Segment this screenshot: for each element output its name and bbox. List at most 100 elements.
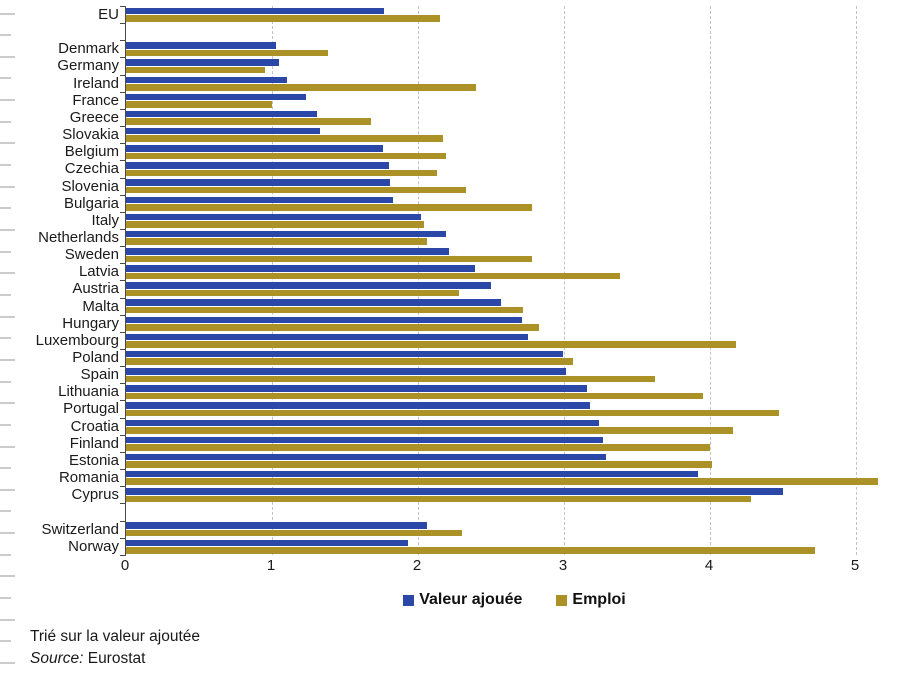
footnote-sort: Trié sur la valeur ajoutée (30, 628, 201, 645)
category-tick (120, 366, 126, 368)
category-label: Malta (82, 297, 119, 315)
category-tick (120, 520, 126, 522)
category-label: Romania (58, 469, 119, 486)
bar-emploi (126, 375, 655, 383)
bar-valeur-ajoutee (126, 145, 383, 152)
bar-valeur-ajoutee (126, 539, 408, 547)
category-tick (120, 469, 126, 470)
source-label: Source: (30, 650, 84, 667)
bar-emploi (126, 238, 427, 245)
edge-ruler-mark (0, 55, 15, 58)
category-tick (120, 451, 126, 453)
category-label: Poland (72, 349, 119, 366)
category-tick (120, 383, 126, 385)
category-label: Sweden (64, 246, 119, 264)
edge-ruler-mark (0, 229, 15, 231)
edge-ruler-mark (0, 207, 11, 210)
edge-ruler-mark (0, 120, 11, 123)
edge-ruler-mark (0, 618, 15, 621)
category-tick (120, 503, 126, 505)
gridline (564, 6, 565, 555)
category-label: Portugal (63, 400, 119, 418)
bar-emploi (126, 289, 459, 297)
bar-valeur-ajoutee (126, 402, 591, 409)
bar-valeur-ajoutee (126, 179, 391, 186)
category-label: Slovakia (62, 126, 119, 143)
gridline (710, 6, 711, 555)
bar-valeur-ajoutee (126, 110, 318, 118)
category-tick (120, 228, 126, 230)
edge-ruler-mark (0, 293, 11, 296)
edge-ruler-mark (0, 164, 11, 166)
edge-ruler-mark (0, 640, 11, 643)
bar-emploi (126, 186, 467, 194)
x-axis-tick-label: 5 (850, 557, 860, 574)
bar-valeur-ajoutee (126, 470, 699, 478)
bar-emploi (126, 478, 878, 485)
bar-valeur-ajoutee (126, 333, 528, 341)
bar-valeur-ajoutee (126, 368, 566, 375)
bar-valeur-ajoutee (126, 299, 502, 306)
category-tick (120, 6, 126, 7)
bar-emploi (126, 306, 524, 314)
edge-ruler-mark (0, 488, 15, 491)
category-tick (120, 91, 126, 93)
bar-emploi (126, 341, 737, 348)
bar-valeur-ajoutee (126, 265, 475, 272)
bar-emploi (126, 409, 779, 417)
bar-emploi (126, 101, 272, 108)
edge-ruler-mark (0, 272, 15, 275)
bar-valeur-ajoutee (126, 385, 588, 392)
category-label: Cyprus (71, 486, 119, 504)
edge-ruler-mark (0, 358, 15, 361)
category-tick (120, 417, 126, 419)
category-label: Switzerland (41, 520, 119, 538)
edge-ruler-mark (0, 142, 15, 145)
category-label: Greece (69, 108, 119, 126)
footnote-source: Source: Eurostat (30, 650, 145, 668)
category-tick (120, 434, 126, 436)
bar-valeur-ajoutee (126, 316, 522, 324)
gridline (272, 6, 273, 555)
bar-valeur-ajoutee (126, 488, 783, 495)
edge-ruler-mark (0, 423, 11, 426)
x-axis-tick-label: 3 (558, 557, 568, 574)
bar-valeur-ajoutee (126, 127, 321, 135)
category-tick (120, 177, 126, 179)
edge-ruler-mark (0, 250, 11, 253)
bar-valeur-ajoutee (126, 230, 446, 238)
legend-label: Valeur ajouée (419, 591, 523, 608)
bar-valeur-ajoutee (126, 76, 287, 84)
bar-valeur-ajoutee (126, 162, 389, 169)
x-axis-tick-label: 2 (412, 557, 422, 574)
category-tick (120, 537, 126, 539)
bar-emploi (126, 427, 734, 434)
category-label: Spain (80, 366, 119, 384)
category-tick (120, 126, 126, 127)
category-label: Latvia (78, 263, 119, 281)
edge-ruler-mark (0, 553, 11, 556)
x-axis-tick-label: 1 (266, 557, 276, 574)
category-tick (120, 143, 126, 145)
bar-emploi (126, 84, 477, 91)
edge-ruler-mark (0, 99, 15, 102)
category-label: Lithuania (58, 383, 119, 401)
bar-emploi (126, 444, 710, 451)
edge-ruler-mark (0, 337, 11, 340)
edge-ruler-mark (0, 34, 11, 37)
edge-ruler-mark (0, 467, 11, 470)
bar-emploi (126, 152, 446, 160)
category-tick (120, 74, 126, 76)
edge-ruler-mark (0, 380, 11, 383)
category-tick (120, 263, 126, 265)
edge-ruler-mark (0, 315, 15, 318)
edge-ruler-mark (0, 662, 15, 664)
bar-emploi (126, 15, 440, 22)
edge-ruler-mark (0, 402, 15, 405)
category-tick (120, 400, 126, 402)
category-tick (120, 246, 126, 248)
category-tick (120, 160, 126, 162)
category-label: Ireland (73, 74, 119, 92)
category-tick (120, 349, 126, 350)
edge-ruler-mark (0, 532, 15, 535)
